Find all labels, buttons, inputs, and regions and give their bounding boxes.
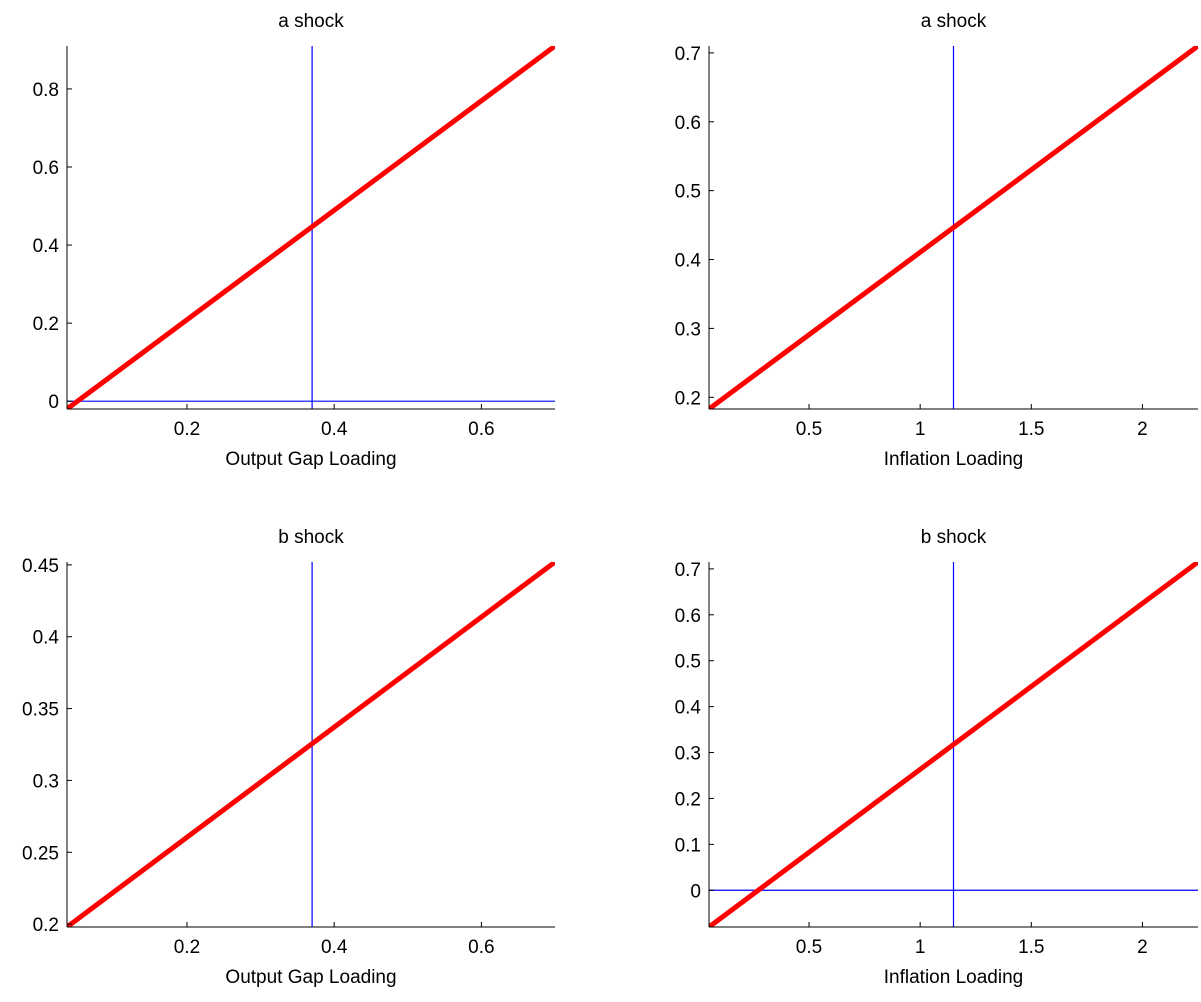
subplot-title: b shock [278, 527, 344, 548]
subplot-2: 0.5 1 1.5 2 0.2 0.3 0.4 0.5 0.6 0.7 a shock Inflati… [675, 11, 1198, 470]
y-tick-label: 0.5 [675, 652, 701, 673]
x-tick-label: 0.5 [796, 419, 822, 440]
y-tick-label: 0.5 [675, 182, 701, 203]
subplot-3: 0.2 0.4 0.6 0.2 0.25 0.3 0.35 0.4 0.45 b shock Out… [22, 527, 555, 988]
y-tick-label: 0.35 [22, 700, 59, 721]
y-tick-label: 0.8 [33, 80, 59, 101]
y-tick-label: 0.4 [675, 698, 702, 719]
y-tick-label: 0.25 [22, 843, 59, 864]
x-tick-label: 0.6 [468, 937, 494, 958]
y-tick-label: 0.3 [675, 744, 701, 765]
x-tick-label: 1.5 [1018, 419, 1044, 440]
subplot-1: 0.2 0.4 0.6 0 0.2 0.4 0.6 0.8 a shock Output Gap … [33, 11, 555, 470]
x-tick-label: 0.2 [174, 419, 200, 440]
x-tick-label: 0.2 [174, 937, 200, 958]
y-tick-label: 0.4 [33, 236, 60, 257]
x-tick-label: 0.5 [796, 937, 822, 958]
subplot-title: a shock [278, 11, 344, 32]
y-tick-label: 0.1 [675, 835, 701, 856]
x-tick-label: 0.4 [321, 419, 348, 440]
x-axis-label: Inflation Loading [884, 967, 1023, 988]
x-tick-label: 1 [915, 937, 926, 958]
series-line [709, 46, 1198, 409]
y-tick-label: 0.3 [33, 771, 59, 792]
y-tick-label: 0.45 [22, 556, 59, 577]
subplot-title: b shock [921, 527, 987, 548]
series-line [67, 46, 555, 409]
x-axis-label: Output Gap Loading [225, 967, 396, 988]
y-tick-label: 0 [690, 881, 701, 902]
x-axis-label: Inflation Loading [884, 449, 1023, 470]
y-tick-label: 0.2 [33, 314, 59, 335]
y-tick-label: 0.6 [675, 606, 701, 627]
y-tick-label: 0.4 [33, 628, 60, 649]
subplot-4: 0.5 1 1.5 2 0 0.1 0.2 0.3 0.4 0.5 0.6 0.7 b shock Inf… [675, 527, 1198, 988]
x-tick-label: 2 [1137, 937, 1148, 958]
x-axis-label: Output Gap Loading [225, 449, 396, 470]
y-tick-label: 0.3 [675, 319, 701, 340]
y-tick-label: 0.7 [675, 44, 701, 65]
x-tick-label: 1.5 [1018, 937, 1044, 958]
y-tick-label: 0.6 [675, 113, 701, 134]
y-tick-label: 0.2 [33, 915, 59, 936]
y-tick-label: 0.2 [675, 789, 701, 810]
y-tick-label: 0 [48, 392, 59, 413]
y-tick-label: 0.6 [33, 158, 59, 179]
x-tick-label: 0.4 [321, 937, 348, 958]
y-tick-label: 0.7 [675, 560, 701, 581]
y-tick-label: 0.4 [675, 251, 702, 272]
series-line [67, 562, 555, 927]
series-line [709, 562, 1198, 927]
x-tick-label: 2 [1137, 419, 1148, 440]
x-tick-label: 1 [915, 419, 926, 440]
x-tick-label: 0.6 [468, 419, 494, 440]
subplot-title: a shock [921, 11, 987, 32]
y-tick-label: 0.2 [675, 388, 701, 409]
